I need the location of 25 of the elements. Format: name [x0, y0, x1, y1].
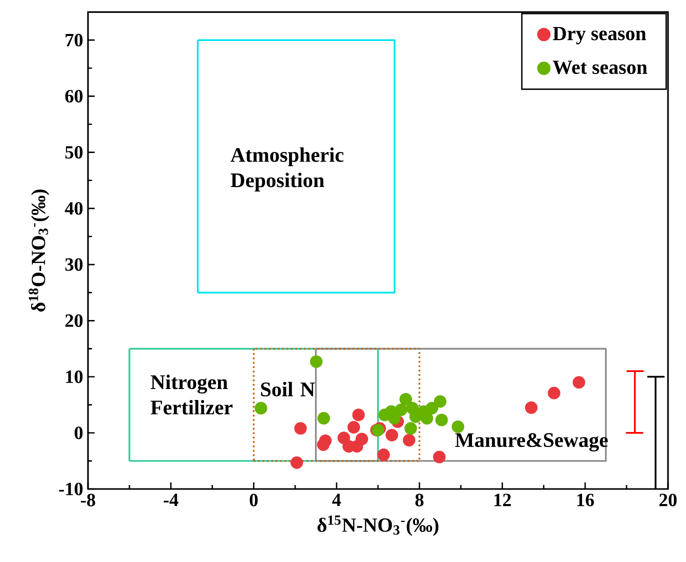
- x-axis-title: δ$^{15}$N-NO$_{3}$$^{-}$(‰): [317, 515, 438, 536]
- annotation: Nitrogen Fertilizer: [150, 374, 232, 415]
- x-tick-label: 12: [494, 494, 511, 506]
- x-tick-label: 0: [250, 494, 258, 506]
- x-tick-label: -4: [164, 494, 178, 506]
- y-tick-label: 50: [65, 146, 83, 159]
- y-tick-label: -10: [59, 482, 83, 496]
- y-tick-label: 0: [74, 426, 83, 440]
- y-tick-label: 30: [65, 258, 83, 271]
- x-tick-label: -8: [80, 494, 96, 506]
- y-axis-title: δ$^{18}$O-NO$_{3}$$^{-}$(‰): [28, 190, 50, 312]
- annotation: Atmospheric Deposition: [230, 147, 344, 192]
- annotation: Soil N: [261, 382, 315, 396]
- y-tick-label: 20: [65, 314, 83, 327]
- legend-label: Wet season: [552, 60, 648, 74]
- x-tick-label: 20: [659, 494, 677, 506]
- legend-label: Dry season: [552, 26, 646, 44]
- y-tick-label: 40: [64, 202, 83, 215]
- y-tick-label: 10: [66, 370, 83, 384]
- annotation: Manure&Sewage: [455, 433, 608, 452]
- x-tick-label: 16: [577, 494, 594, 506]
- y-tick-label: 70: [66, 34, 83, 46]
- x-tick-label: 8: [415, 494, 424, 506]
- x-tick-label: 4: [332, 494, 341, 506]
- y-tick-label: 60: [65, 90, 83, 102]
